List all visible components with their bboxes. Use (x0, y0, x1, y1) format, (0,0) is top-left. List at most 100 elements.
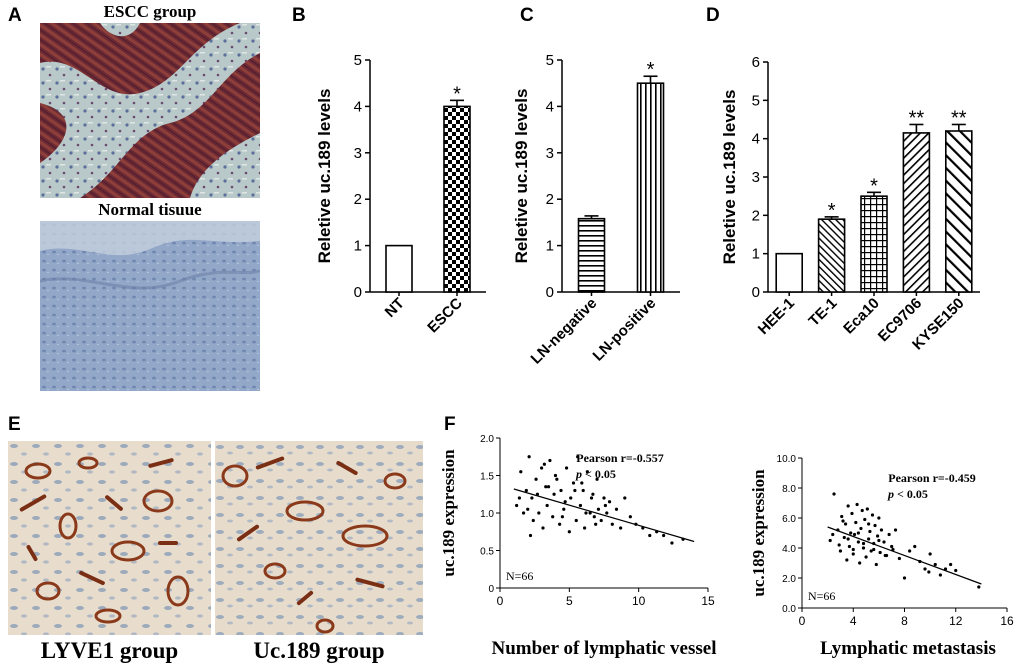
pearson-label: Pearson r=-0.459 (888, 471, 976, 485)
data-point (851, 547, 855, 552)
data-point (591, 492, 595, 496)
data-point (859, 526, 863, 531)
data-point (560, 515, 564, 519)
data-point (548, 458, 552, 463)
data-point (938, 573, 942, 577)
panel-letter-a: A (8, 5, 22, 26)
data-point (596, 507, 601, 511)
data-point (877, 538, 881, 543)
bar (860, 195, 888, 293)
escc-stain-photo (40, 23, 260, 198)
data-point (576, 455, 580, 459)
uc189-group-caption: Uc.189 group (253, 638, 385, 663)
x-tick-label: 4 (850, 614, 857, 628)
data-point (594, 522, 598, 526)
panel-letter-b: B (292, 5, 306, 26)
y-tick-label: 1 (546, 238, 554, 255)
data-point (863, 517, 867, 522)
y-tick-label: 0 (488, 584, 494, 595)
x-tick-label: 5 (566, 594, 573, 608)
significance-label: * (870, 175, 878, 197)
data-point (559, 488, 563, 493)
data-point (849, 531, 853, 535)
bar (385, 244, 413, 293)
y-tick-label: 3 (752, 169, 760, 186)
data-point (865, 507, 869, 511)
data-point (856, 531, 860, 535)
data-point (927, 570, 931, 574)
data-point (619, 526, 623, 530)
data-point (954, 568, 958, 573)
data-point (831, 532, 835, 537)
data-point (837, 543, 841, 547)
significance-label: * (828, 200, 836, 222)
data-point (883, 553, 887, 558)
data-point (838, 549, 843, 553)
data-point (589, 496, 594, 500)
data-point (902, 576, 907, 580)
data-point (537, 511, 541, 515)
x-tick-label: 12 (949, 614, 963, 628)
data-point (908, 549, 912, 553)
p-symbol: p (575, 467, 582, 481)
n-label: N=66 (808, 589, 835, 603)
bar-charts: 0 1 2 3 4 5 Reletive uc.189 levels NT * ESCC 0 1 2 3 4… (315, 52, 980, 368)
data-point (623, 496, 627, 500)
significance-label: ** (951, 107, 967, 129)
data-point (855, 502, 859, 507)
data-point (923, 567, 927, 571)
data-point (517, 496, 522, 500)
data-point (869, 549, 873, 553)
data-point (856, 540, 860, 544)
data-point (599, 518, 603, 523)
x-tick-label: 16 (1000, 614, 1014, 628)
category-label: ESCC (424, 295, 466, 337)
data-point (841, 519, 845, 523)
data-point (846, 537, 850, 541)
pearson-label: Pearson r=-0.557 (576, 451, 664, 465)
data-point (670, 541, 674, 545)
data-point (850, 511, 854, 516)
data-point (562, 507, 566, 511)
panel-letter-e: E (8, 414, 21, 435)
bar (577, 217, 606, 293)
x-tick-label: 0 (799, 614, 806, 628)
significance-label: * (453, 83, 461, 105)
p-threshold: < 0.05 (894, 487, 928, 501)
escc-group-caption: ESCC group (103, 2, 197, 21)
data-point (573, 488, 577, 493)
n-label: N=66 (506, 569, 533, 583)
data-point (602, 496, 606, 500)
y-tick-label: 1 (354, 238, 362, 255)
data-point (527, 455, 531, 459)
data-point (588, 511, 592, 515)
y-tick-label: 4 (752, 131, 760, 148)
trend-line (513, 488, 695, 543)
data-point (875, 534, 880, 538)
y-tick-label: 1.5 (480, 472, 494, 483)
data-point (524, 488, 528, 493)
y-axis-label: Reletive uc.189 levels (512, 89, 531, 264)
data-point (867, 537, 871, 541)
data-point (580, 481, 584, 485)
x-axis-label: Number of lymphatic vessel (492, 638, 717, 659)
bar (817, 218, 846, 293)
y-tick-label: 5 (546, 52, 554, 69)
y-tick-label: 2.0 (782, 574, 796, 585)
y-tick-label: 2.0 (480, 434, 494, 445)
data-point (662, 533, 666, 538)
data-point (878, 550, 882, 555)
data-point (861, 546, 866, 550)
p-threshold: < 0.05 (582, 467, 616, 481)
data-point (569, 496, 573, 500)
data-point (584, 511, 588, 515)
data-point (610, 522, 614, 526)
y-tick-label: 0 (546, 284, 554, 301)
data-point (571, 481, 576, 485)
data-point (852, 532, 857, 537)
data-point (551, 515, 555, 519)
data-point (564, 466, 569, 470)
data-point (882, 540, 886, 544)
y-tick-label: 0 (752, 284, 760, 301)
y-tick-label: 3 (354, 145, 362, 162)
